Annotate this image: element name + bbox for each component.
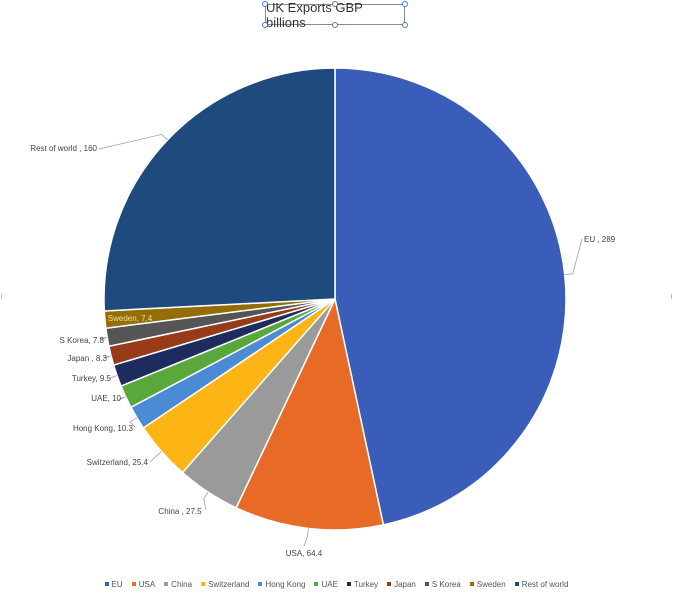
legend-swatch-usa	[131, 582, 136, 586]
title-handle-bottom-right[interactable]	[402, 22, 408, 28]
legend-item-usa[interactable]: USA	[131, 579, 156, 589]
title-handle-top-left[interactable]	[262, 1, 268, 7]
legend-swatch-japan	[387, 582, 392, 586]
title-handle-top-right[interactable]	[402, 1, 408, 7]
title-handle-bottom-mid[interactable]	[332, 22, 338, 28]
leader-line-japan	[103, 355, 112, 359]
leader-line-hong-kong	[129, 417, 138, 428]
legend-item-sweden[interactable]: Sweden	[469, 579, 506, 589]
legend-label-eu: EU	[111, 579, 123, 589]
legend-item-s-korea[interactable]: S Korea	[424, 579, 461, 589]
leader-line-switzerland	[149, 451, 162, 463]
legend-swatch-switzerland	[201, 582, 206, 586]
leader-line-uae	[118, 396, 126, 401]
leader-line-eu	[564, 238, 583, 276]
legend-item-japan[interactable]: Japan	[387, 580, 416, 589]
chart-title[interactable]: UK Exports GBP billions	[265, 0, 405, 30]
legend-label-china: China	[171, 579, 193, 589]
legend-label-hong-kong: Hong Kong	[265, 579, 306, 589]
legend-swatch-rest-of-world	[514, 582, 519, 586]
chart-area-left-mark	[1, 294, 2, 299]
data-label-japan: Japan , 8.3	[67, 354, 107, 363]
title-handle-bottom-left[interactable]	[262, 22, 268, 28]
pie-slice-usa[interactable]	[235, 296, 385, 531]
chart-legend: EU USA China Switzerland Hong Kong UAE Turkey J…	[0, 577, 673, 591]
legend-item-turkey[interactable]: Turkey	[346, 579, 379, 589]
data-label-china: China , 27.5	[158, 507, 202, 516]
data-label-s-korea: S Korea, 7.8	[60, 336, 105, 345]
data-label-switzerland: Switzerland, 25.4	[87, 458, 149, 467]
data-label-usa: USA, 64.4	[286, 549, 323, 558]
data-label-turkey: Turkey, 9.5	[72, 374, 112, 383]
legend-swatch-hong-kong	[258, 582, 263, 586]
data-label-uae: UAE, 10	[91, 394, 121, 403]
leader-line-usa	[303, 528, 309, 547]
legend-swatch-eu	[104, 582, 109, 586]
legend-label-usa: USA	[138, 579, 156, 589]
legend-swatch-china	[164, 582, 169, 586]
legend-item-switzerland[interactable]: Switzerland	[201, 580, 249, 589]
legend-item-china[interactable]: China	[164, 580, 192, 589]
title-handle-top-mid[interactable]	[332, 1, 338, 7]
legend-item-rest-of-world[interactable]: Rest of world	[514, 579, 569, 589]
legend-label-uae: UAE	[321, 579, 338, 589]
legend-label-turkey: Turkey	[353, 579, 379, 589]
data-label-sweden: Sweden, 7.4	[108, 314, 153, 323]
legend-swatch-uae	[314, 582, 319, 586]
legend-swatch-turkey	[346, 582, 351, 586]
chart-area-right-mark	[671, 294, 672, 299]
data-label-eu: EU , 289	[584, 235, 616, 244]
legend-item-eu[interactable]: EU	[104, 579, 123, 589]
data-label-hong-kong: Hong Kong, 10.3	[73, 424, 134, 433]
data-label-rest-of-world: Rest of world , 160	[30, 144, 97, 153]
pie-slice-eu[interactable]	[334, 67, 567, 526]
chart-title-text: UK Exports GBP billions	[266, 0, 363, 30]
legend-label-switzerland: Switzerland	[208, 579, 250, 589]
legend-label-japan: Japan	[394, 579, 416, 589]
legend-label-sweden: Sweden	[476, 579, 506, 589]
legend-label-s-korea: S Korea	[431, 579, 461, 589]
leader-line-s-korea	[99, 336, 108, 340]
leader-line-rest-of-world	[98, 133, 168, 150]
legend-swatch-s-korea	[424, 582, 429, 586]
legend-item-hong-kong[interactable]: Hong Kong	[258, 580, 305, 589]
leader-line-china	[203, 491, 209, 511]
legend-label-rest-of-world: Rest of world	[521, 579, 569, 589]
leader-line-turkey	[109, 375, 118, 379]
pie-slice-rest-of-world[interactable]	[103, 67, 336, 312]
legend-swatch-sweden	[469, 582, 474, 586]
legend-item-uae[interactable]: UAE	[314, 579, 338, 589]
